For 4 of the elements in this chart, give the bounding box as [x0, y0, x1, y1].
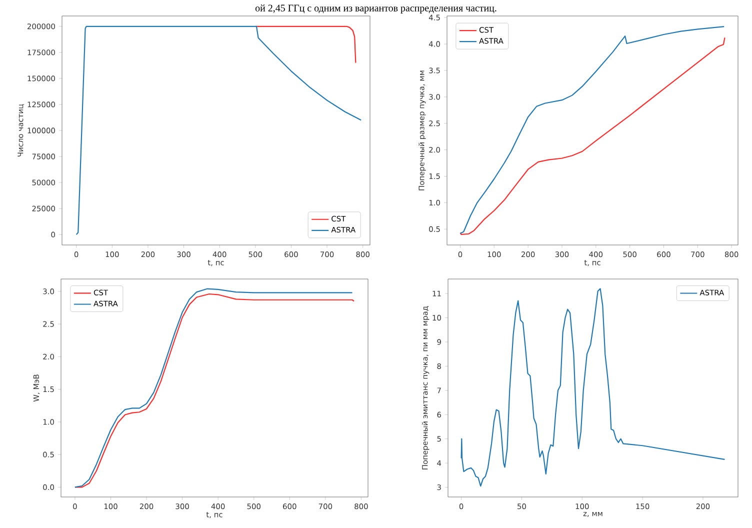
line-series — [254, 26, 356, 64]
text: ой 2,45 ГГц с одним из вариантов распределения частиц. — [255, 4, 496, 14]
line-series — [460, 288, 726, 487]
line-series — [76, 26, 362, 236]
